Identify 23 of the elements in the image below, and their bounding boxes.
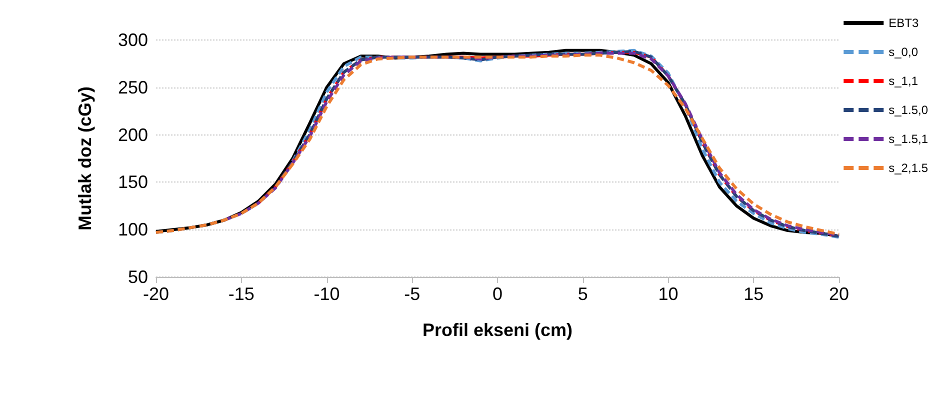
legend-label: s_0,0 [888, 45, 918, 59]
x-tick-label: 0 [492, 284, 503, 304]
x-tick-label: 5 [578, 284, 588, 304]
legend-label: EBT3 [888, 16, 919, 30]
legend-label: s_2,1.5 [888, 161, 928, 175]
y-tick-label: 250 [118, 77, 148, 98]
x-tick-label: -20 [142, 284, 170, 304]
x-tick-label: -10 [314, 284, 340, 304]
x-tick-label: 20 [828, 284, 850, 304]
x-tick-label: 15 [744, 284, 764, 304]
y-tick-label: 100 [118, 220, 148, 240]
legend-label: s_1.5,0 [888, 103, 928, 117]
y-axis-title: Mutlak doz (cGy) [75, 86, 95, 231]
y-tick-label: 50 [128, 267, 148, 287]
x-tick-label: -15 [228, 284, 254, 304]
x-tick-label: 10 [658, 284, 678, 304]
y-tick-label: 200 [118, 124, 148, 145]
x-axis-title: Profil ekseni (cm) [422, 320, 573, 340]
y-tick-label: 150 [118, 172, 148, 192]
legend-label: s_1.5,1 [888, 132, 928, 146]
x-tick-label: -5 [404, 284, 420, 304]
legend-label: s_1,1 [888, 74, 918, 88]
y-tick-label: 300 [118, 30, 148, 50]
